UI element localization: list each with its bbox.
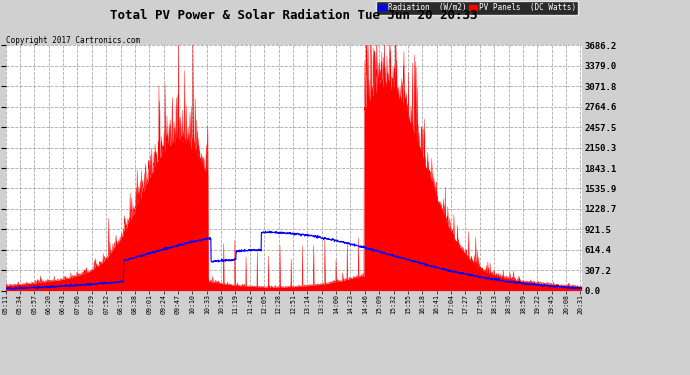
Legend: Radiation  (W/m2), PV Panels  (DC Watts): Radiation (W/m2), PV Panels (DC Watts) — [376, 1, 578, 15]
Text: Copyright 2017 Cartronics.com: Copyright 2017 Cartronics.com — [6, 36, 139, 45]
Text: Total PV Power & Solar Radiation Tue Jun 20 20:33: Total PV Power & Solar Radiation Tue Jun… — [110, 9, 477, 22]
